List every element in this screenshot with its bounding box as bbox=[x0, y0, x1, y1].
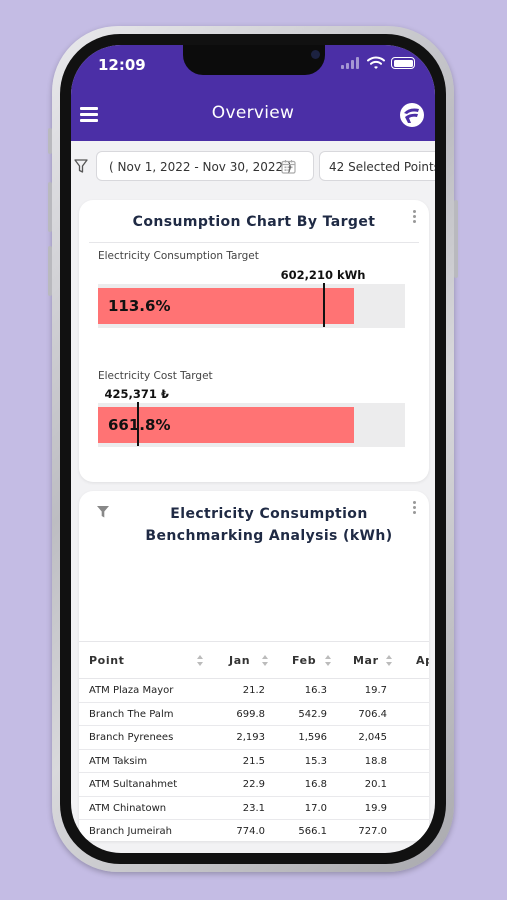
column-header-mar[interactable]: Mar bbox=[353, 654, 379, 667]
cell-jan: 774.0 bbox=[236, 826, 265, 837]
cell-point: ATM Plaza Mayor bbox=[89, 685, 174, 696]
sort-icon[interactable] bbox=[197, 655, 203, 666]
column-header-feb[interactable]: Feb bbox=[292, 654, 317, 667]
filter-icon[interactable] bbox=[96, 505, 110, 519]
cell-point: Branch The Palm bbox=[89, 708, 174, 720]
table-row[interactable]: Branch The Palm 699.8 542.9 706.4 7 bbox=[79, 703, 429, 726]
consumption-chart-card: Consumption Chart By Target Electricity … bbox=[79, 200, 429, 482]
sort-icon[interactable] bbox=[386, 655, 392, 666]
table-header: Point Jan Feb Mar Ap bbox=[79, 641, 429, 679]
table-row[interactable]: Branch Pyrenees 2,193 1,596 2,045 2 bbox=[79, 726, 429, 750]
app-screen: 12:09 Overview ( Nov 1, 2022 - bbox=[71, 45, 435, 853]
gauge-target-marker bbox=[136, 402, 139, 446]
cell-feb: 16.3 bbox=[304, 685, 327, 696]
gauge-label-cost: Electricity Cost Target bbox=[98, 370, 213, 382]
gauge-consumption: 113.6% bbox=[98, 283, 405, 328]
gauge-percent: 661.8% bbox=[108, 416, 171, 434]
column-header-point[interactable]: Point bbox=[89, 654, 125, 667]
cell-feb: 17.0 bbox=[304, 802, 327, 814]
divider bbox=[89, 242, 419, 243]
cell-apr: 8 bbox=[397, 826, 429, 837]
gauge-label-consumption: Electricity Consumption Target bbox=[98, 250, 259, 262]
cell-point: ATM Chinatown bbox=[89, 802, 167, 814]
cell-point: Branch Jumeirah bbox=[89, 826, 172, 837]
volume-up-button bbox=[48, 182, 52, 232]
cell-jan: 21.2 bbox=[242, 685, 265, 696]
cell-apr: 2 bbox=[397, 732, 429, 743]
status-time: 12:09 bbox=[98, 56, 146, 74]
cell-feb: 542.9 bbox=[298, 708, 327, 720]
benchmarking-card: Electricity Consumption Benchmarking Ana… bbox=[79, 491, 429, 841]
power-button bbox=[454, 200, 458, 278]
gauge-cost: 661.8% bbox=[98, 402, 405, 447]
cell-jan: 2,193 bbox=[236, 732, 265, 743]
date-range-text: ( Nov 1, 2022 - Nov 30, 2022 ) bbox=[109, 160, 292, 174]
cell-mar: 19.9 bbox=[364, 802, 387, 814]
cell-feb: 16.8 bbox=[304, 779, 327, 790]
table-row[interactable]: ATM Plaza Mayor 21.2 16.3 19.7 bbox=[79, 679, 429, 703]
cell-jan: 22.9 bbox=[242, 779, 265, 790]
cell-feb: 566.1 bbox=[298, 826, 327, 837]
consumption-card-title: Consumption Chart By Target bbox=[132, 214, 376, 230]
filter-icon[interactable] bbox=[74, 159, 88, 174]
more-options-icon[interactable] bbox=[413, 501, 417, 517]
app-logo-icon[interactable] bbox=[399, 102, 425, 128]
gauge-percent: 113.6% bbox=[108, 297, 171, 315]
cell-mar: 19.7 bbox=[364, 685, 387, 696]
column-header-apr[interactable]: Ap bbox=[416, 654, 429, 667]
cell-mar: 706.4 bbox=[358, 708, 387, 720]
cell-jan: 23.1 bbox=[242, 802, 265, 814]
mute-switch bbox=[48, 128, 52, 154]
gauge-fill bbox=[98, 288, 355, 324]
signal-icon bbox=[341, 57, 359, 69]
cell-apr: 7 bbox=[397, 709, 429, 720]
gauge-fill bbox=[98, 407, 355, 443]
cell-mar: 727.0 bbox=[358, 826, 387, 837]
cell-mar: 20.1 bbox=[364, 779, 387, 790]
cell-point: ATM Taksim bbox=[89, 755, 148, 767]
wifi-icon bbox=[367, 56, 385, 69]
points-selector[interactable]: 42 Selected Points bbox=[319, 151, 435, 181]
page-title: Overview bbox=[211, 103, 295, 123]
calendar-icon bbox=[281, 160, 296, 174]
camera-icon bbox=[311, 50, 320, 59]
date-range-picker[interactable]: ( Nov 1, 2022 - Nov 30, 2022 ) bbox=[96, 151, 314, 181]
cell-feb: 15.3 bbox=[304, 755, 327, 767]
cell-mar: 2,045 bbox=[358, 732, 387, 743]
cell-point: Branch Pyrenees bbox=[89, 732, 174, 743]
table-row[interactable]: ATM Chinatown 23.1 17.0 19.9 bbox=[79, 797, 429, 820]
cell-point: ATM Sultanahmet bbox=[89, 779, 178, 790]
gauge-target-cost: 425,371 ₺ bbox=[104, 387, 169, 401]
menu-icon[interactable] bbox=[80, 107, 98, 122]
cell-jan: 699.8 bbox=[236, 708, 265, 720]
cell-jan: 21.5 bbox=[242, 755, 265, 767]
points-text: 42 Selected Points bbox=[329, 160, 435, 174]
app-header: 12:09 Overview bbox=[71, 45, 435, 141]
table-row[interactable]: ATM Sultanahmet 22.9 16.8 20.1 bbox=[79, 773, 429, 797]
cell-mar: 18.8 bbox=[364, 755, 387, 767]
sort-icon[interactable] bbox=[325, 655, 331, 666]
gauge-target-consumption: 602,210 kWh bbox=[280, 268, 366, 282]
gauge-target-marker bbox=[323, 283, 326, 327]
sort-icon[interactable] bbox=[262, 655, 268, 666]
battery-icon bbox=[391, 57, 415, 69]
volume-down-button bbox=[48, 246, 52, 296]
cell-feb: 1,596 bbox=[298, 732, 327, 743]
benchmarking-card-title: Electricity Consumption Benchmarking Ana… bbox=[145, 506, 393, 544]
status-icons bbox=[341, 56, 415, 71]
column-header-jan[interactable]: Jan bbox=[229, 654, 251, 667]
table-row[interactable]: Branch Jumeirah 774.0 566.1 727.0 8 bbox=[79, 820, 429, 841]
table-row[interactable]: ATM Taksim 21.5 15.3 18.8 bbox=[79, 750, 429, 773]
more-options-icon[interactable] bbox=[413, 210, 417, 226]
notch bbox=[183, 45, 325, 75]
